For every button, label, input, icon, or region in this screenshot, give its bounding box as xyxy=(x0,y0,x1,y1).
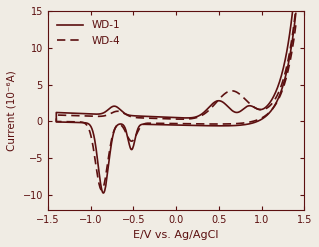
WD-4 xyxy=(294,24,298,27)
WD-4 xyxy=(100,188,104,191)
WD-1 xyxy=(189,116,193,119)
Line: WD-1: WD-1 xyxy=(56,0,296,193)
WD-4 xyxy=(294,7,298,10)
WD-1 xyxy=(245,123,249,126)
WD-1 xyxy=(100,187,103,190)
WD-4 xyxy=(189,117,193,120)
WD-4 xyxy=(245,121,249,124)
Legend: WD-1, WD-4: WD-1, WD-4 xyxy=(53,16,124,50)
WD-4 xyxy=(197,115,201,118)
WD-1 xyxy=(144,115,148,118)
WD-1 xyxy=(197,114,201,117)
WD-1 xyxy=(82,121,86,124)
Line: WD-4: WD-4 xyxy=(56,9,296,190)
WD-1 xyxy=(294,12,298,15)
WD-4 xyxy=(82,122,86,124)
WD-1 xyxy=(101,192,105,195)
X-axis label: E/V vs. Ag/AgCl: E/V vs. Ag/AgCl xyxy=(133,230,219,240)
Y-axis label: Current (10⁻⁶A): Current (10⁻⁶A) xyxy=(7,70,17,151)
WD-4 xyxy=(100,188,103,191)
WD-4 xyxy=(144,117,148,120)
